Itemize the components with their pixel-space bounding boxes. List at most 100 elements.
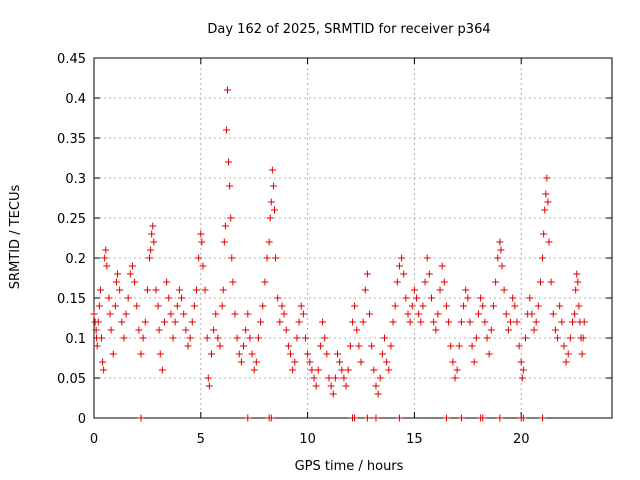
data-point [147,246,155,254]
data-point [368,342,376,350]
x-tick-label: 20 [513,432,530,447]
data-point [477,294,485,302]
data-point [107,326,115,334]
data-point [513,318,521,326]
data-point [455,342,463,350]
data-point [381,334,389,342]
data-point [231,310,239,318]
data-point [218,302,226,310]
data-point [387,342,395,350]
data-point [312,382,320,390]
data-point [574,278,582,286]
zero-data-point [267,414,275,422]
data-point [182,326,190,334]
data-point [274,294,282,302]
data-point [214,334,222,342]
data-point [304,350,312,358]
data-point [90,310,98,318]
zero-data-point [395,414,403,422]
data-point [188,318,196,326]
data-point [100,366,108,374]
data-point [113,270,121,278]
x-tick-label: 0 [90,432,98,447]
data-point [267,198,275,206]
data-point [521,334,529,342]
data-point [248,350,256,358]
data-point [254,334,262,342]
data-point [500,286,508,294]
data-point [376,374,384,382]
data-point [526,294,534,302]
data-point [257,318,265,326]
data-point [93,342,101,350]
data-point [544,198,552,206]
data-point [457,318,465,326]
data-point [417,318,425,326]
data-point [572,286,580,294]
grid-lines [94,58,612,418]
data-point [228,254,236,262]
data-point [184,342,192,350]
data-point [301,334,309,342]
data-point [348,318,356,326]
data-point [295,318,303,326]
data-point [308,366,316,374]
data-point [530,326,538,334]
data-point [498,262,506,270]
data-point [122,310,130,318]
data-point [97,334,105,342]
data-point [190,302,198,310]
data-point [216,342,224,350]
data-point [470,358,478,366]
data-point [342,382,350,390]
data-point [186,334,194,342]
zero-data-point [539,414,547,422]
data-point [556,302,564,310]
data-point [539,254,547,262]
data-points [90,86,588,422]
data-point [468,342,476,350]
data-point [511,302,519,310]
data-point [272,254,280,262]
data-point [562,358,570,366]
data-point [133,302,141,310]
y-tick-label: 0 [78,412,86,427]
data-point [212,310,220,318]
data-point [331,374,339,382]
data-point [340,374,348,382]
data-point [393,278,401,286]
data-point [434,310,442,318]
data-point [355,342,363,350]
y-tick-label: 0.1 [65,332,86,347]
data-point [276,318,284,326]
zero-data-point [351,414,359,422]
data-point [447,342,455,350]
data-point [118,318,126,326]
zero-data-point [372,414,380,422]
data-point [240,342,248,350]
data-point [193,286,201,294]
data-point [442,302,450,310]
data-point [432,326,440,334]
data-point [220,238,228,246]
data-point [445,318,453,326]
data-point [137,350,145,358]
data-point [504,326,512,334]
data-point [564,350,572,358]
data-point [543,174,551,182]
zero-data-point [137,414,145,422]
data-point [148,230,156,238]
data-point [336,358,344,366]
zero-data-point [496,414,504,422]
data-point [112,278,120,286]
data-point [269,182,277,190]
data-point [453,366,461,374]
y-tick-label: 0.45 [57,52,86,67]
data-point [155,326,163,334]
data-point [222,126,230,134]
data-point [507,318,515,326]
data-point [203,334,211,342]
data-point [265,238,273,246]
data-point [229,278,237,286]
data-point [111,302,119,310]
